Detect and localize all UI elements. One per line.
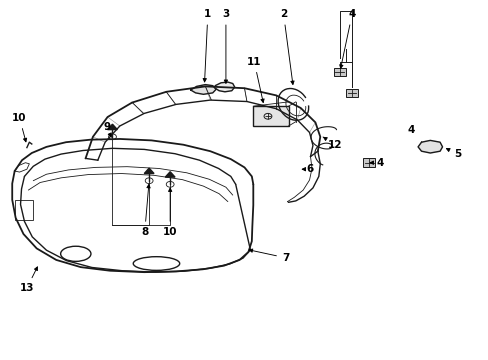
Polygon shape (215, 82, 234, 92)
Text: 9: 9 (103, 122, 111, 137)
FancyBboxPatch shape (253, 106, 288, 126)
Text: 4: 4 (406, 125, 414, 135)
Text: 3: 3 (222, 9, 229, 83)
Text: 10: 10 (163, 188, 177, 237)
Text: 13: 13 (20, 267, 38, 293)
Text: 6: 6 (302, 164, 313, 174)
Polygon shape (144, 168, 154, 174)
Text: 12: 12 (323, 137, 342, 150)
Text: 8: 8 (141, 184, 150, 237)
Text: 4: 4 (339, 9, 355, 68)
Text: 10: 10 (12, 113, 27, 142)
Polygon shape (417, 140, 442, 153)
Bar (15, 200, 33, 220)
Text: 1: 1 (203, 9, 211, 82)
Text: 5: 5 (446, 149, 460, 159)
Text: 11: 11 (246, 57, 264, 103)
Bar (333, 68, 345, 76)
Polygon shape (165, 172, 175, 177)
Text: 2: 2 (280, 9, 293, 85)
Polygon shape (107, 124, 117, 130)
Text: 4: 4 (369, 158, 384, 168)
Bar (363, 158, 374, 167)
Polygon shape (190, 85, 216, 94)
Bar (346, 89, 357, 97)
Text: 7: 7 (249, 249, 289, 263)
